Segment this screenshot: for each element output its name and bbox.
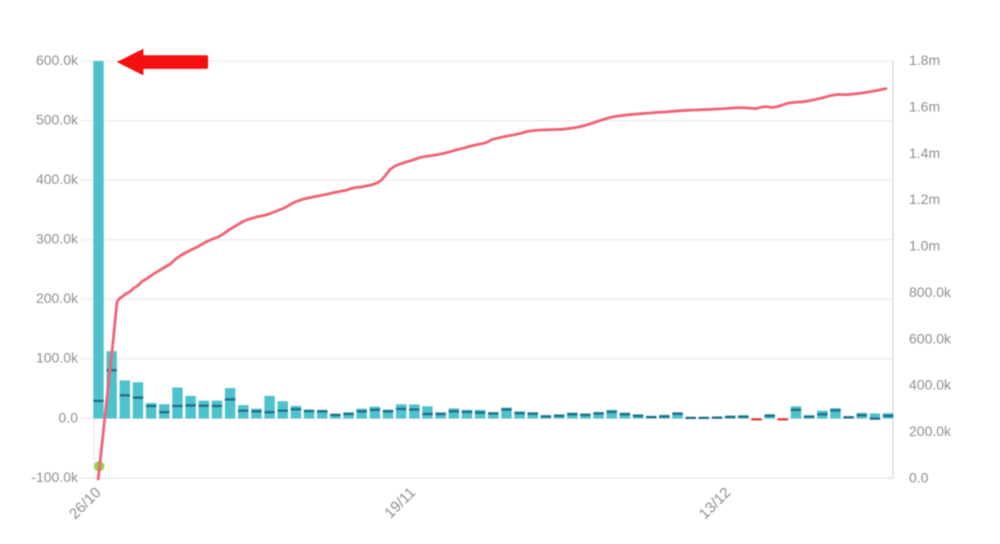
svg-text:1.2m: 1.2m bbox=[909, 191, 940, 207]
svg-text:-100.0k: -100.0k bbox=[31, 469, 79, 485]
svg-text:1.0m: 1.0m bbox=[909, 238, 940, 254]
svg-text:0.0: 0.0 bbox=[59, 409, 79, 425]
svg-text:800.0k: 800.0k bbox=[909, 284, 952, 300]
svg-text:600.0k: 600.0k bbox=[36, 52, 79, 68]
svg-text:1.4m: 1.4m bbox=[909, 145, 940, 161]
svg-text:200.0k: 200.0k bbox=[909, 423, 952, 439]
svg-text:600.0k: 600.0k bbox=[909, 330, 952, 346]
svg-text:400.0k: 400.0k bbox=[36, 171, 79, 187]
svg-text:200.0k: 200.0k bbox=[36, 290, 79, 306]
svg-text:100.0k: 100.0k bbox=[36, 350, 79, 366]
svg-text:400.0k: 400.0k bbox=[909, 377, 952, 393]
svg-text:500.0k: 500.0k bbox=[36, 111, 79, 127]
svg-text:300.0k: 300.0k bbox=[36, 231, 79, 247]
svg-text:1.6m: 1.6m bbox=[909, 99, 940, 115]
svg-text:0.0: 0.0 bbox=[909, 469, 929, 485]
svg-text:1.8m: 1.8m bbox=[909, 52, 940, 68]
